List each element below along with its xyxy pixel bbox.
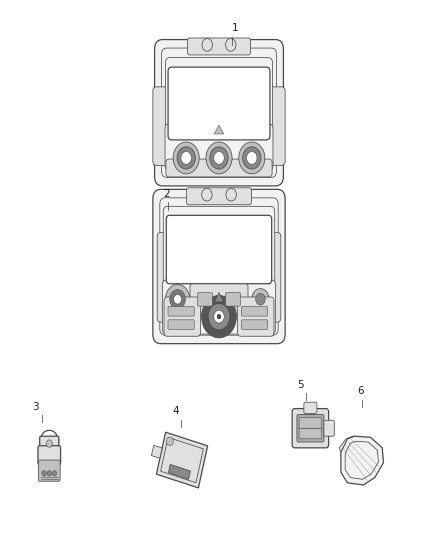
FancyBboxPatch shape xyxy=(292,409,328,448)
Circle shape xyxy=(208,303,230,330)
Circle shape xyxy=(166,437,173,446)
FancyBboxPatch shape xyxy=(304,402,317,414)
Circle shape xyxy=(181,151,191,164)
Text: 6: 6 xyxy=(357,386,364,397)
Text: 2: 2 xyxy=(164,189,170,199)
FancyBboxPatch shape xyxy=(237,297,274,336)
Circle shape xyxy=(239,142,265,174)
FancyBboxPatch shape xyxy=(39,460,60,481)
FancyBboxPatch shape xyxy=(40,436,59,451)
Circle shape xyxy=(42,471,46,476)
Circle shape xyxy=(166,285,190,314)
Text: 3: 3 xyxy=(32,402,39,412)
FancyBboxPatch shape xyxy=(155,39,283,186)
Circle shape xyxy=(210,147,228,169)
FancyBboxPatch shape xyxy=(241,306,268,316)
FancyBboxPatch shape xyxy=(162,280,276,334)
Circle shape xyxy=(201,188,212,201)
FancyBboxPatch shape xyxy=(297,415,324,442)
Text: 4: 4 xyxy=(173,406,179,416)
FancyBboxPatch shape xyxy=(38,446,60,465)
Circle shape xyxy=(173,142,199,174)
FancyBboxPatch shape xyxy=(168,67,270,140)
FancyBboxPatch shape xyxy=(168,306,194,316)
FancyBboxPatch shape xyxy=(187,188,251,205)
FancyBboxPatch shape xyxy=(162,48,276,177)
FancyBboxPatch shape xyxy=(160,198,278,335)
Circle shape xyxy=(252,289,269,310)
FancyBboxPatch shape xyxy=(153,87,170,165)
FancyBboxPatch shape xyxy=(157,232,174,322)
FancyBboxPatch shape xyxy=(226,292,240,306)
Polygon shape xyxy=(214,125,224,134)
Circle shape xyxy=(256,293,265,305)
Circle shape xyxy=(243,147,261,169)
FancyBboxPatch shape xyxy=(264,232,281,322)
Circle shape xyxy=(46,440,52,447)
FancyBboxPatch shape xyxy=(165,124,273,170)
FancyBboxPatch shape xyxy=(153,189,285,344)
FancyBboxPatch shape xyxy=(299,418,322,428)
Polygon shape xyxy=(341,436,384,485)
FancyBboxPatch shape xyxy=(190,284,248,314)
Text: 5: 5 xyxy=(297,379,304,390)
Circle shape xyxy=(217,314,221,319)
Text: 1: 1 xyxy=(232,23,239,33)
FancyBboxPatch shape xyxy=(163,206,275,289)
FancyBboxPatch shape xyxy=(241,320,268,329)
FancyBboxPatch shape xyxy=(164,297,201,336)
Circle shape xyxy=(174,294,181,304)
Polygon shape xyxy=(152,445,162,458)
Circle shape xyxy=(226,188,237,201)
Circle shape xyxy=(202,38,212,51)
FancyBboxPatch shape xyxy=(168,320,194,329)
Circle shape xyxy=(47,471,51,476)
FancyBboxPatch shape xyxy=(324,420,334,436)
Circle shape xyxy=(52,471,57,476)
FancyBboxPatch shape xyxy=(166,215,272,284)
Polygon shape xyxy=(339,436,354,452)
Polygon shape xyxy=(169,464,191,479)
Circle shape xyxy=(177,147,195,169)
Circle shape xyxy=(206,142,232,174)
Polygon shape xyxy=(215,292,223,302)
FancyBboxPatch shape xyxy=(166,159,272,177)
Circle shape xyxy=(214,310,224,323)
Circle shape xyxy=(170,290,185,309)
Circle shape xyxy=(247,151,257,164)
Circle shape xyxy=(214,151,224,164)
FancyBboxPatch shape xyxy=(166,58,272,145)
FancyBboxPatch shape xyxy=(299,428,322,439)
FancyBboxPatch shape xyxy=(198,292,212,306)
Circle shape xyxy=(201,295,237,338)
Polygon shape xyxy=(156,432,208,488)
FancyBboxPatch shape xyxy=(268,87,285,165)
Circle shape xyxy=(226,38,236,51)
FancyBboxPatch shape xyxy=(187,38,251,55)
